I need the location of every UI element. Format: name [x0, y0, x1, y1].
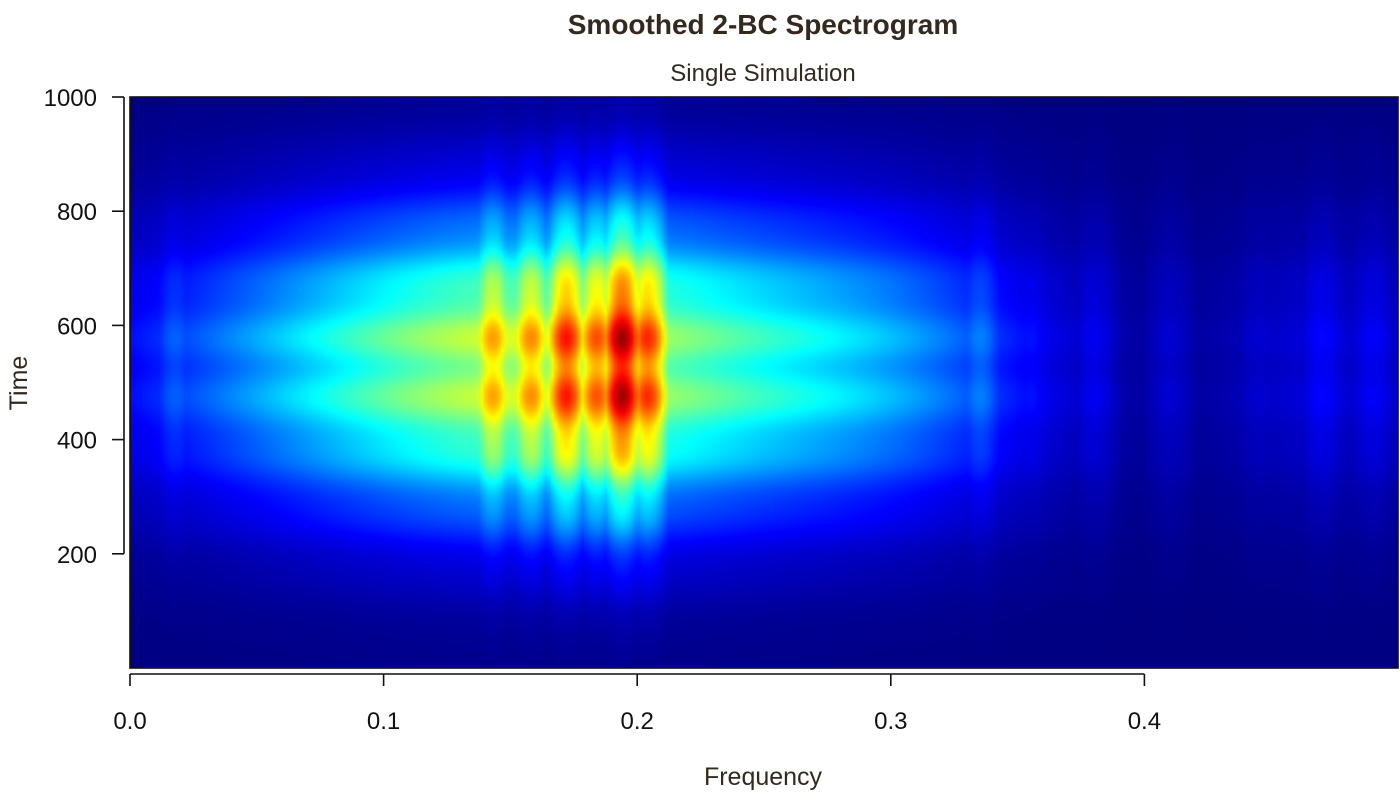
- heatmap-area: [130, 97, 1398, 668]
- x-tick-label: 0.4: [1128, 708, 1161, 735]
- chart-subtitle: Single Simulation: [670, 60, 855, 87]
- y-axis: 200 400 600 800 1000: [44, 85, 125, 569]
- x-axis: 0.0 0.1 0.2 0.3 0.4: [113, 673, 1161, 735]
- y-tick-label: 400: [57, 428, 97, 455]
- y-tick-label: 1000: [44, 85, 97, 112]
- plot-border: [129, 96, 1399, 669]
- x-tick-label: 0.3: [874, 708, 907, 735]
- y-tick-label: 600: [57, 313, 97, 340]
- x-tick-label: 0.2: [621, 708, 654, 735]
- x-tick-label: 0.0: [113, 708, 146, 735]
- x-axis-label: Frequency: [704, 763, 823, 791]
- x-tick-label: 0.1: [367, 708, 400, 735]
- chart-title: Smoothed 2-BC Spectrogram: [568, 9, 959, 40]
- y-tick-label: 800: [57, 199, 97, 226]
- y-tick-label: 200: [57, 542, 97, 569]
- y-axis-label: Time: [5, 356, 33, 411]
- heatmap-image: [130, 97, 1398, 668]
